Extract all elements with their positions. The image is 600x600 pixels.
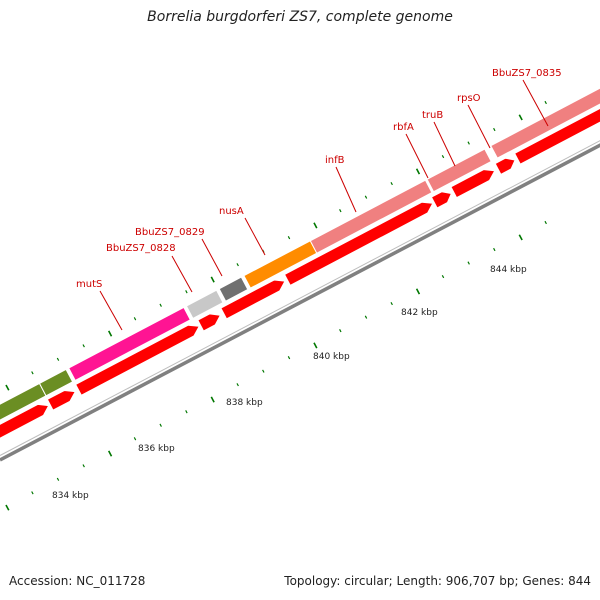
genome-backbone-highlight <box>0 140 600 456</box>
orf-arrow-8 <box>450 169 496 199</box>
upper-tick-21 <box>518 114 523 121</box>
upper-tick-15 <box>364 195 368 199</box>
gene-box-7 <box>309 179 433 254</box>
upper-tick-14 <box>339 209 342 213</box>
upper-tick-5 <box>107 330 113 337</box>
upper-tick-6 <box>133 317 137 321</box>
upper-tick-7 <box>159 303 162 307</box>
scale-label-834-kbp: 834 kbp <box>52 491 89 501</box>
orf-arrow-2 <box>46 390 76 411</box>
upper-tick-20 <box>493 127 496 132</box>
leader-line-nusa <box>244 217 266 256</box>
lower-tick-9 <box>210 396 215 403</box>
gene-box-9 <box>490 87 600 159</box>
lower-tick-22 <box>544 220 547 225</box>
leader-line-infb <box>335 166 357 213</box>
upper-tick-16 <box>390 182 393 186</box>
gene-label-bbuzs7-0835: BbuZS7_0835 <box>492 68 562 79</box>
gene-box-5 <box>218 276 249 302</box>
lower-tick-15 <box>364 315 368 319</box>
genome-summary-text: Topology: circular; Length: 906,707 bp; … <box>284 574 591 588</box>
scale-label-840-kbp: 840 kbp <box>313 352 350 362</box>
scale-label-842-kbp: 842 kbp <box>401 308 438 318</box>
lower-tick-19 <box>467 261 470 265</box>
lower-tick-14 <box>339 329 342 333</box>
gene-label-infb: infB <box>325 155 345 166</box>
upper-tick-1 <box>5 384 10 391</box>
upper-tick-10 <box>236 263 239 267</box>
upper-tick-12 <box>287 236 291 240</box>
leader-line-bbuzs7-0829 <box>201 238 223 277</box>
orf-arrow-3 <box>75 324 200 396</box>
gene-box-8 <box>426 148 492 193</box>
lower-tick-2 <box>31 491 34 495</box>
upper-tick-18 <box>441 155 445 159</box>
leader-line-rpso <box>467 104 491 149</box>
lower-tick-1 <box>5 504 10 511</box>
map-title: Borrelia burgdorferi ZS7, complete genom… <box>147 9 453 25</box>
accession-text: Accession: NC_011728 <box>9 574 146 588</box>
upper-tick-13 <box>313 222 318 229</box>
gene-label-bbuzs7-0828: BbuZS7_0828 <box>106 243 176 254</box>
scale-label-836-kbp: 836 kbp <box>138 444 175 454</box>
lower-tick-11 <box>262 369 265 373</box>
orf-arrow-1 <box>0 404 50 439</box>
lower-tick-10 <box>236 383 239 387</box>
gene-label-trub: truB <box>422 110 443 121</box>
lower-tick-16 <box>390 302 393 306</box>
orf-arrow-7 <box>431 191 452 209</box>
lower-tick-18 <box>441 275 445 279</box>
lower-tick-13 <box>313 342 318 349</box>
leader-line-muts <box>99 290 123 331</box>
leader-line-bbuzs7-0835 <box>522 79 549 127</box>
genome-backbone <box>0 143 600 462</box>
upper-tick-19 <box>467 141 470 145</box>
leader-line-rbfa <box>405 133 429 179</box>
gene-label-rbfa: rbfA <box>393 122 414 133</box>
lower-tick-4 <box>82 464 85 468</box>
gene-label-muts: mutS <box>76 279 102 290</box>
lower-tick-21 <box>518 234 523 241</box>
gene-label-bbuzs7-0829: BbuZS7_0829 <box>135 227 205 238</box>
upper-tick-3 <box>56 357 60 361</box>
upper-tick-17 <box>415 168 421 175</box>
lower-tick-17 <box>415 288 421 295</box>
lower-tick-7 <box>159 423 162 427</box>
lower-tick-6 <box>133 437 137 441</box>
gene-label-rpso: rpsO <box>457 93 481 104</box>
upper-tick-4 <box>82 344 85 348</box>
orf-arrow-5 <box>220 279 286 320</box>
gene-label-nusa: nusA <box>219 206 244 217</box>
lower-tick-8 <box>185 410 188 414</box>
lower-tick-20 <box>493 247 496 252</box>
upper-tick-2 <box>31 371 34 375</box>
leader-line-trub <box>433 121 456 167</box>
orf-arrow-10 <box>514 108 600 165</box>
lower-tick-3 <box>56 477 60 481</box>
leader-line-bbuzs7-0828 <box>171 255 193 293</box>
gene-box-3 <box>68 306 191 382</box>
lower-tick-5 <box>107 450 113 457</box>
upper-tick-22 <box>544 100 547 105</box>
orf-arrow-6 <box>284 201 434 286</box>
orf-arrow-9 <box>494 157 516 175</box>
gene-box-4 <box>185 289 224 320</box>
gene-box-2 <box>38 368 74 397</box>
lower-tick-12 <box>287 356 291 360</box>
upper-tick-9 <box>210 276 215 283</box>
scale-label-844-kbp: 844 kbp <box>490 265 527 275</box>
orf-arrow-4 <box>197 313 221 332</box>
scale-label-838-kbp: 838 kbp <box>226 398 263 408</box>
upper-tick-8 <box>185 290 188 294</box>
